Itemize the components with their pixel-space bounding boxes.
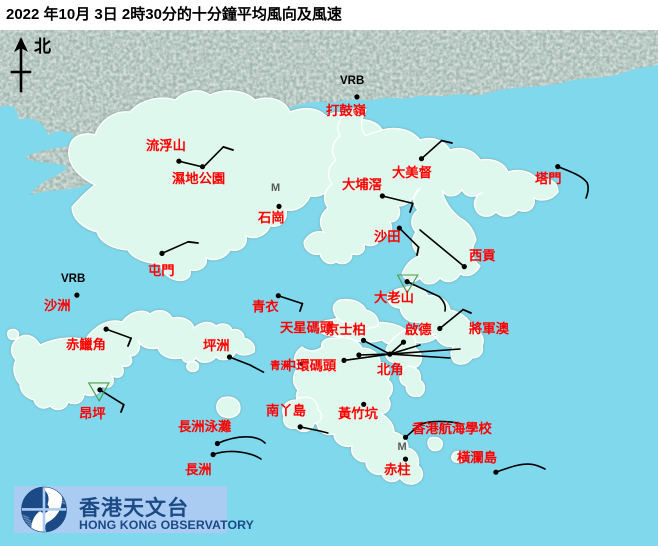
svg-text:M: M bbox=[398, 441, 407, 453]
svg-text:沙洲: 沙洲 bbox=[44, 298, 71, 313]
svg-text:中環碼頭: 中環碼頭 bbox=[283, 357, 337, 373]
svg-text:塔門: 塔門 bbox=[535, 170, 562, 186]
svg-text:北角: 北角 bbox=[377, 361, 404, 377]
svg-text:大美督: 大美督 bbox=[392, 164, 433, 180]
svg-text:青衣: 青衣 bbox=[252, 298, 279, 314]
svg-text:M: M bbox=[271, 182, 280, 194]
svg-text:長洲泳灘: 長洲泳灘 bbox=[178, 418, 232, 434]
svg-text:昂坪: 昂坪 bbox=[79, 406, 106, 421]
svg-text:VRB: VRB bbox=[340, 75, 364, 87]
svg-text:大埔滘: 大埔滘 bbox=[342, 176, 382, 192]
svg-text:青洲: 青洲 bbox=[270, 359, 291, 372]
svg-text:西貢: 西貢 bbox=[469, 248, 496, 263]
svg-text:橫瀾島: 橫瀾島 bbox=[457, 449, 497, 465]
svg-text:北: 北 bbox=[34, 37, 51, 56]
svg-text:香港天文台: 香港天文台 bbox=[79, 496, 189, 520]
svg-text:打鼓嶺: 打鼓嶺 bbox=[326, 102, 367, 118]
svg-text:沙田: 沙田 bbox=[374, 229, 401, 244]
svg-text:赤鱲角: 赤鱲角 bbox=[66, 336, 106, 352]
svg-text:HONG KONG OBSERVATORY: HONG KONG OBSERVATORY bbox=[79, 518, 254, 532]
svg-text:坪洲: 坪洲 bbox=[203, 338, 230, 353]
svg-text:黃竹坑: 黃竹坑 bbox=[337, 405, 379, 421]
svg-text:石崗: 石崗 bbox=[257, 209, 285, 225]
svg-text:VRB: VRB bbox=[61, 273, 85, 285]
svg-text:天星碼頭: 天星碼頭 bbox=[280, 320, 334, 335]
svg-text:流浮山: 流浮山 bbox=[146, 137, 186, 153]
svg-text:長洲: 長洲 bbox=[185, 462, 212, 477]
svg-text:南丫島: 南丫島 bbox=[266, 402, 306, 418]
svg-text:赤柱: 赤柱 bbox=[384, 461, 411, 477]
svg-text:啟德: 啟德 bbox=[405, 321, 432, 337]
svg-text:屯門: 屯門 bbox=[148, 262, 175, 278]
svg-text:大老山: 大老山 bbox=[374, 289, 414, 305]
svg-text:濕地公園: 濕地公園 bbox=[172, 170, 225, 186]
svg-text:將軍澳: 將軍澳 bbox=[469, 320, 510, 336]
svg-text:香港航海學校: 香港航海學校 bbox=[411, 420, 492, 436]
